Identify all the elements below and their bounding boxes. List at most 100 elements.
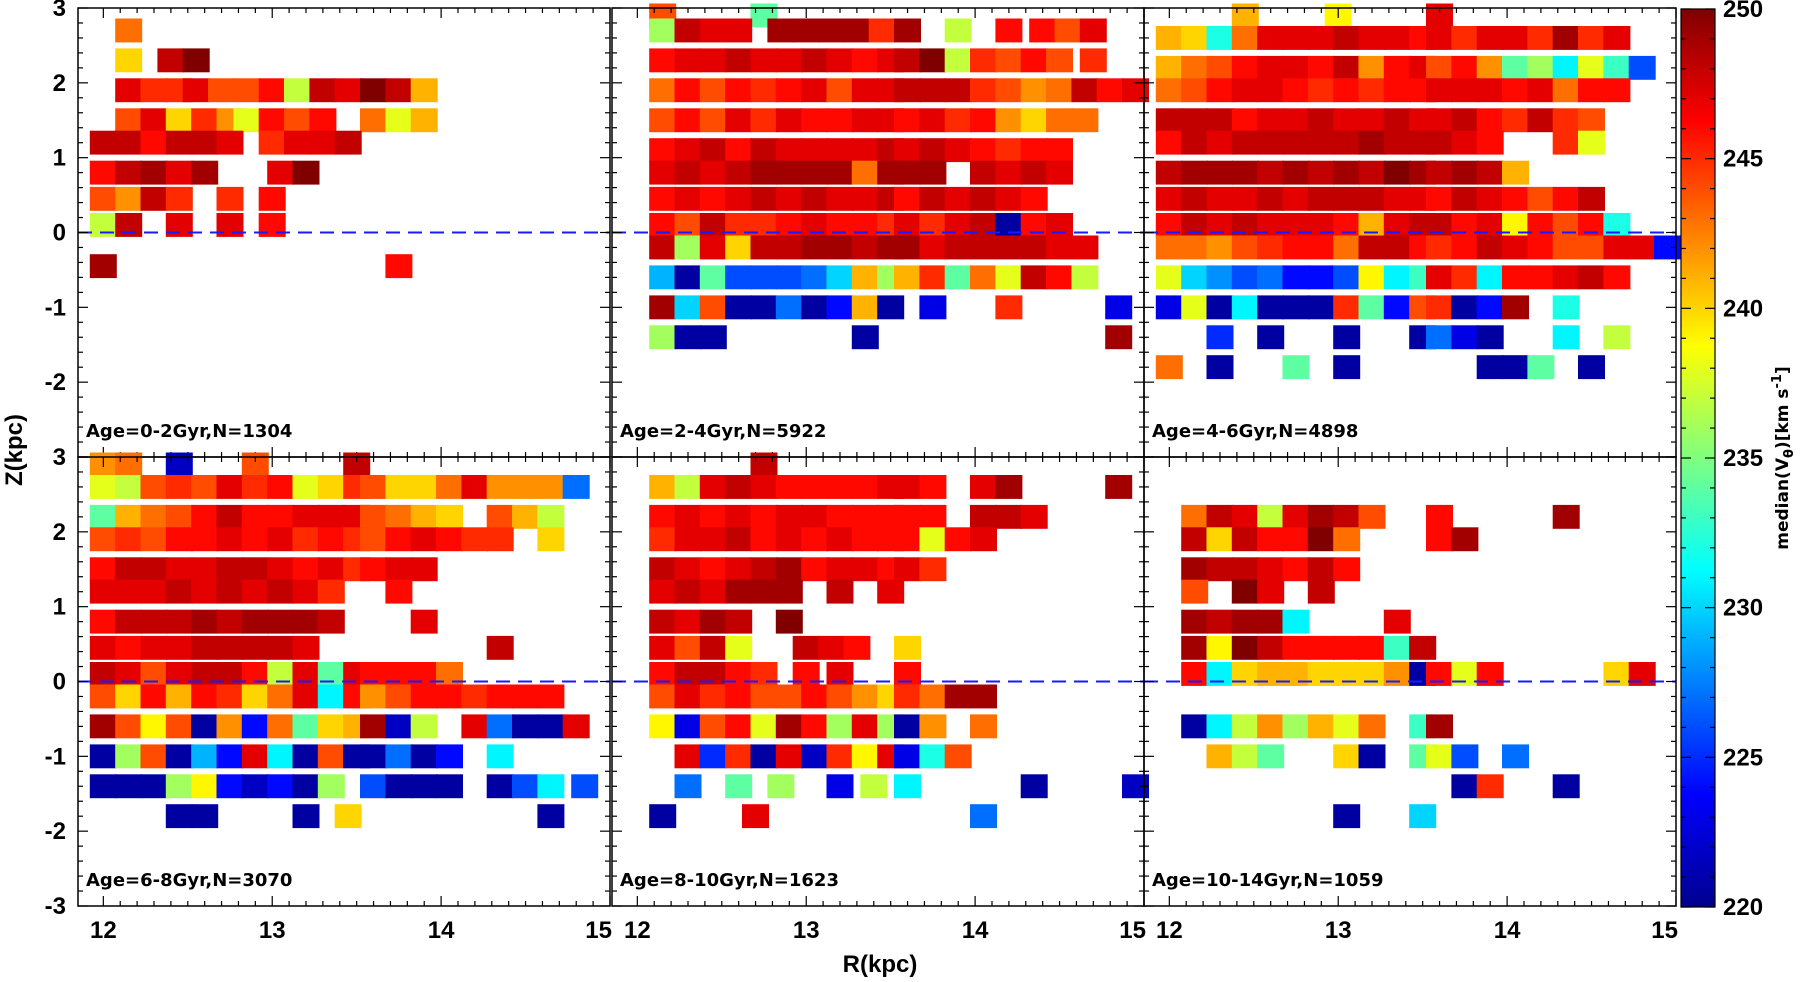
heatmap-cell xyxy=(801,714,829,739)
heatmap-cell xyxy=(725,265,753,290)
heatmap-cell xyxy=(742,804,769,829)
heatmap-cell xyxy=(1307,527,1335,552)
heatmap-cell xyxy=(801,138,829,163)
heatmap-cell xyxy=(674,684,702,709)
heatmap-cell xyxy=(649,138,677,163)
heatmap-cell xyxy=(1333,295,1361,320)
heatmap-cell xyxy=(216,635,244,660)
heatmap-cell xyxy=(486,714,514,739)
heatmap-cell xyxy=(919,213,947,237)
heatmap-cell xyxy=(1476,265,1504,290)
heatmap-cell xyxy=(725,579,753,604)
heatmap-cell xyxy=(436,475,463,499)
colorbar-tick-label: 230 xyxy=(1723,595,1763,622)
heatmap-cell xyxy=(1426,186,1453,211)
heatmap-cell xyxy=(919,557,947,582)
heatmap-cell xyxy=(191,130,219,155)
heatmap-cell xyxy=(1476,662,1504,686)
heatmap-cell xyxy=(750,504,778,529)
heatmap-cell xyxy=(1071,235,1099,260)
heatmap-cell xyxy=(1257,662,1285,686)
heatmap-cell xyxy=(309,78,337,103)
heatmap-cell xyxy=(436,527,463,552)
heatmap-cell xyxy=(725,213,753,237)
heatmap-cell xyxy=(826,774,854,799)
panel-label: Age=4-6Gyr,N=4898 xyxy=(1152,421,1358,442)
heatmap-cell xyxy=(1282,527,1310,552)
heatmap-cell xyxy=(851,527,879,552)
heatmap-cell xyxy=(1628,662,1656,686)
heatmap-cell xyxy=(292,527,320,552)
heatmap-cell xyxy=(216,714,244,739)
heatmap-cell xyxy=(115,635,143,660)
heatmap-cell xyxy=(649,48,677,73)
heatmap-cell xyxy=(1578,130,1605,155)
panel-label: Age=0-2Gyr,N=1304 xyxy=(86,421,292,442)
heatmap-cell xyxy=(436,744,463,769)
heatmap-cell xyxy=(1307,55,1335,80)
heatmap-cell xyxy=(1071,265,1099,290)
heatmap-cell xyxy=(385,774,413,799)
x-tick-label: 13 xyxy=(259,917,286,944)
heatmap-cell xyxy=(1231,635,1259,660)
heatmap-cell xyxy=(1155,295,1183,320)
heatmap-cell xyxy=(674,635,702,660)
heatmap-cell xyxy=(1257,26,1285,50)
heatmap-cell xyxy=(995,504,1023,529)
heatmap-cell xyxy=(1603,265,1631,290)
heatmap-cell xyxy=(1206,235,1234,260)
heatmap-cell xyxy=(309,108,337,133)
heatmap-cell xyxy=(140,609,168,634)
heatmap-cell xyxy=(970,714,997,739)
heatmap-cell xyxy=(165,186,193,211)
x-tick-label: 14 xyxy=(428,917,455,944)
heatmap-cell xyxy=(317,475,345,499)
heatmap-cell xyxy=(1020,265,1048,290)
heatmap-cell xyxy=(360,527,387,552)
heatmap-cell xyxy=(894,78,921,103)
heatmap-cell xyxy=(1383,130,1411,155)
heatmap-cell xyxy=(919,504,947,529)
heatmap-cell xyxy=(750,265,778,290)
heatmap-cell xyxy=(851,235,879,260)
heatmap-cell xyxy=(699,265,727,290)
heatmap-cell xyxy=(775,295,803,320)
heatmap-cell xyxy=(182,78,210,103)
heatmap-cell xyxy=(1282,26,1310,50)
heatmap-cell xyxy=(241,774,269,799)
heatmap-cell xyxy=(775,744,803,769)
heatmap-cell xyxy=(919,78,947,103)
heatmap-cell xyxy=(1476,26,1504,50)
heatmap-cell xyxy=(826,265,854,290)
heatmap-cell xyxy=(851,78,879,103)
heatmap-cell xyxy=(801,475,829,499)
heatmap-cell xyxy=(970,265,997,290)
heatmap-cell xyxy=(1257,55,1285,80)
heatmap-cell xyxy=(843,18,871,43)
heatmap-cell xyxy=(699,579,727,604)
heatmap-cell xyxy=(1358,744,1386,769)
heatmap-cell xyxy=(725,160,753,185)
heatmap-cell xyxy=(674,235,702,260)
y-tick-label: -3 xyxy=(45,893,66,920)
heatmap-cell xyxy=(410,609,438,634)
x-tick-label: 15 xyxy=(1119,917,1146,944)
heatmap-cell xyxy=(89,213,117,237)
heatmap-cell xyxy=(1383,235,1411,260)
heatmap-cell xyxy=(674,557,702,582)
colorbar-title-part: )[km s xyxy=(1773,388,1793,449)
heatmap-cell xyxy=(191,579,219,604)
y-axis-title: Z(kpc) xyxy=(1,414,28,486)
heatmap-cell xyxy=(1181,213,1209,237)
heatmap-cell xyxy=(267,160,295,185)
heatmap-cell xyxy=(115,48,143,73)
heatmap-cell xyxy=(1257,557,1285,582)
heatmap-cell xyxy=(995,108,1023,133)
heatmap-cell xyxy=(1181,714,1209,739)
heatmap-cell xyxy=(1206,213,1234,237)
heatmap-cell xyxy=(1603,662,1631,686)
heatmap-cell xyxy=(1231,3,1259,28)
heatmap-cell xyxy=(826,662,854,686)
heatmap-cell xyxy=(486,504,514,529)
heatmap-cell xyxy=(360,108,387,133)
